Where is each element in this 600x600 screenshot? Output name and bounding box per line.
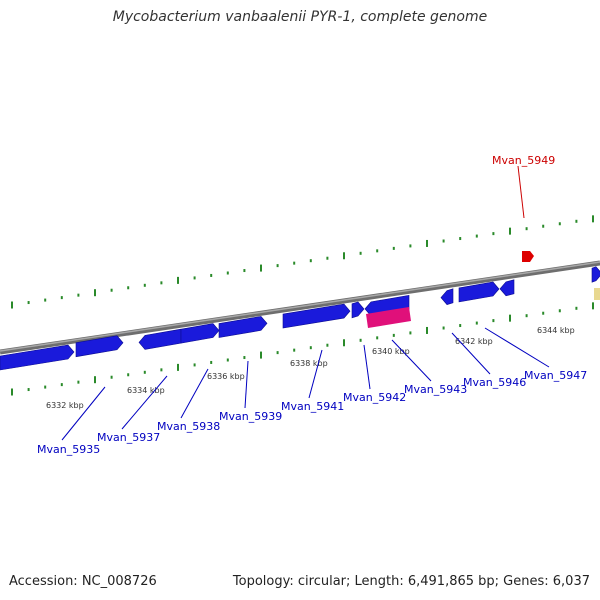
leader-line bbox=[180, 368, 209, 419]
genome-backbone-highlight bbox=[0, 261, 600, 352]
highlight-gene-mvan-5949 bbox=[522, 251, 534, 262]
leader-line bbox=[391, 339, 432, 382]
footer-accession: Accession: NC_008726 bbox=[9, 574, 157, 589]
gene-label-mvan-5938[interactable]: Mvan_5938 bbox=[157, 420, 220, 433]
gene-arrow bbox=[180, 323, 220, 344]
ruler-label: 6342 kbp bbox=[455, 337, 493, 346]
gene-arrow bbox=[591, 266, 600, 283]
ruler-label: 6334 kbp bbox=[127, 386, 165, 395]
leader-line bbox=[121, 375, 168, 430]
ruler-label: 6332 kbp bbox=[46, 401, 84, 410]
gene-label-mvan-5941[interactable]: Mvan_5941 bbox=[281, 400, 344, 413]
gene-yellow bbox=[594, 288, 600, 300]
gene-arrow bbox=[351, 301, 365, 319]
rna-gene bbox=[366, 307, 411, 328]
gene-label-mvan-5942[interactable]: Mvan_5942 bbox=[343, 391, 406, 404]
gene-label-mvan-5939[interactable]: Mvan_5939 bbox=[219, 410, 282, 423]
leader-line bbox=[308, 349, 323, 399]
gene-arrow bbox=[282, 303, 351, 329]
genome-backbone bbox=[0, 260, 600, 355]
gene-label-mvan-5946[interactable]: Mvan_5946 bbox=[463, 376, 526, 389]
ruler-label: 6344 kbp bbox=[537, 326, 575, 335]
gene-arrow bbox=[499, 279, 515, 297]
lower-tick-track bbox=[11, 302, 594, 396]
gene-arrow bbox=[75, 335, 124, 358]
ruler-label: 6336 kbp bbox=[207, 372, 245, 381]
gene-label-mvan-5949[interactable]: Mvan_5949 bbox=[492, 154, 555, 167]
gene-arrow bbox=[458, 281, 500, 303]
footer-stats: Topology: circular; Length: 6,491,865 bp… bbox=[232, 574, 590, 589]
gene-label-mvan-5935[interactable]: Mvan_5935 bbox=[37, 443, 100, 456]
label-leaders bbox=[61, 165, 550, 441]
leader-line bbox=[363, 344, 371, 390]
gene-track bbox=[0, 251, 600, 371]
map-title: Mycobacterium vanbaalenii PYR-1, complet… bbox=[112, 9, 488, 25]
gene-label-mvan-5937[interactable]: Mvan_5937 bbox=[97, 431, 160, 444]
gene-labels: Mvan_5935 Mvan_5937 Mvan_5938 Mvan_5939 … bbox=[37, 154, 587, 456]
leader-line bbox=[484, 327, 550, 368]
gene-arrow bbox=[0, 344, 75, 371]
leader-line bbox=[451, 332, 491, 375]
upper-tick-track bbox=[11, 215, 594, 309]
gene-label-mvan-5943[interactable]: Mvan_5943 bbox=[404, 383, 467, 396]
ruler-label: 6340 kbp bbox=[372, 347, 410, 356]
gene-arrow bbox=[218, 316, 268, 338]
ruler-labels: 6332 kbp 6334 kbp 6336 kbp 6338 kbp 6340… bbox=[46, 326, 575, 410]
leader-line bbox=[517, 165, 525, 219]
leader-line bbox=[61, 386, 106, 441]
ruler-label: 6338 kbp bbox=[290, 359, 328, 368]
gene-label-mvan-5947[interactable]: Mvan_5947 bbox=[524, 369, 587, 382]
gene-arrow bbox=[440, 288, 454, 305]
leader-line bbox=[244, 360, 249, 409]
